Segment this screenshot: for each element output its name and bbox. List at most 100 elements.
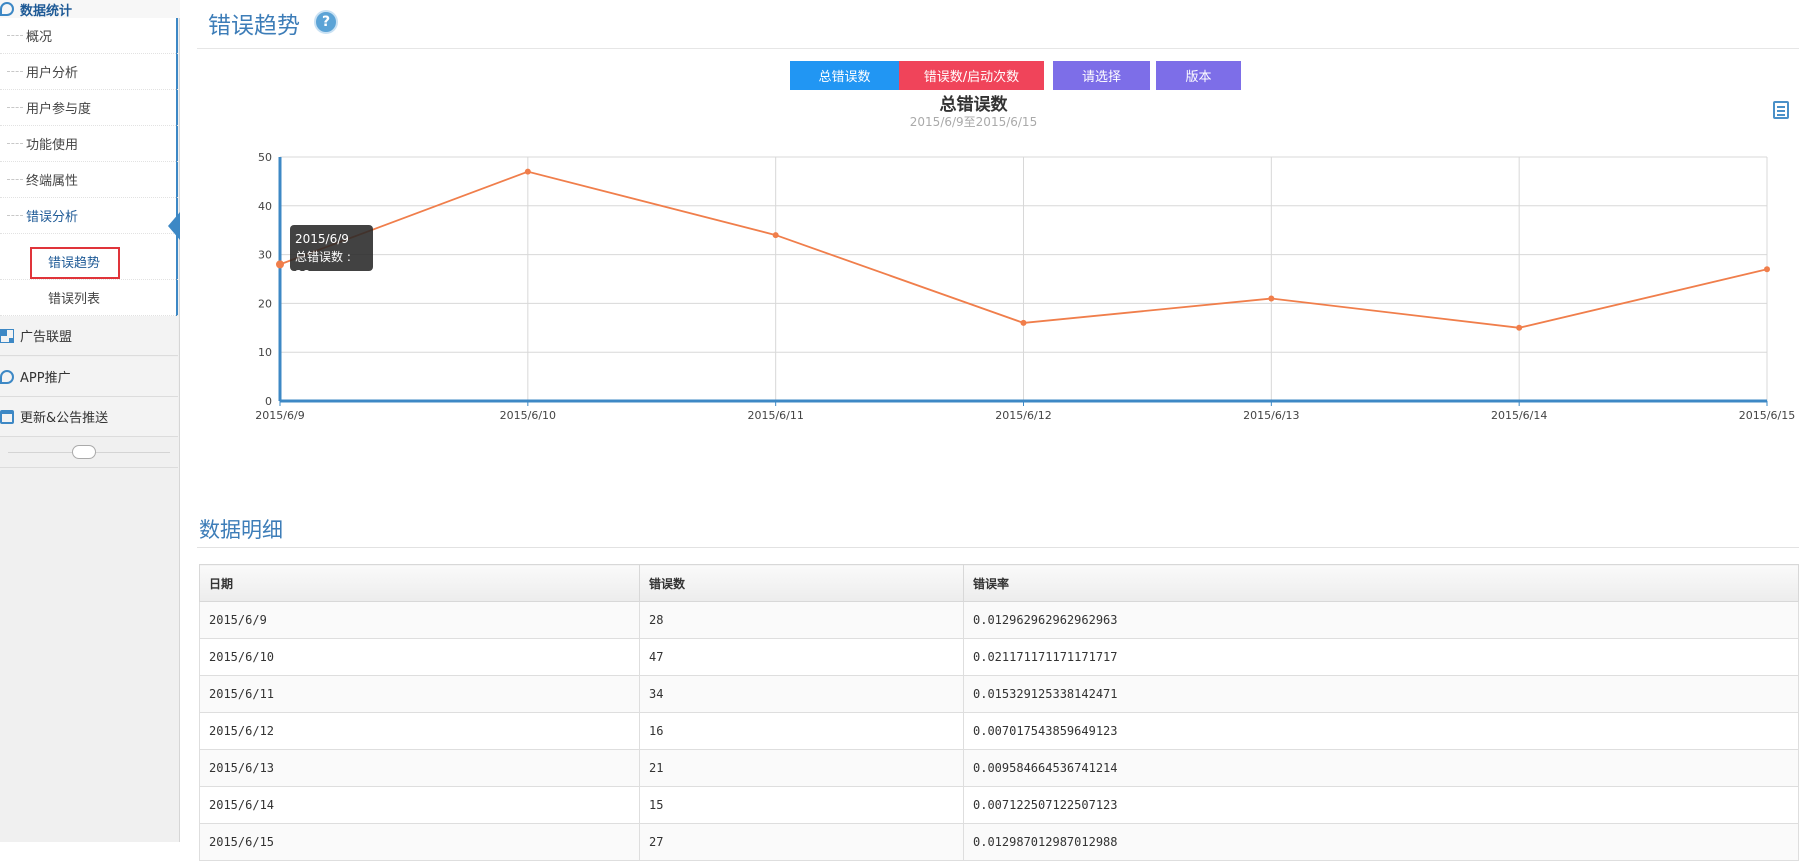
table-row: 2015/6/15 27 0.012987012987012988 — [199, 823, 1799, 861]
y-tick-label: 40 — [258, 200, 272, 213]
sidebar-item-user-analysis[interactable]: 用户分析 — [0, 54, 178, 90]
data-point — [1516, 324, 1523, 331]
data-point — [1020, 319, 1027, 326]
x-tick-label: 2015/6/9 — [255, 409, 304, 422]
cell-error-rate: 0.012987012987012988 — [963, 823, 1799, 861]
x-tick-label: 2015/6/10 — [500, 409, 556, 422]
chart-subtitle: 2015/6/9至2015/6/15 — [910, 115, 1037, 129]
tree-dash — [7, 35, 23, 36]
x-tick-label: 2015/6/15 — [1739, 409, 1795, 422]
divider — [197, 48, 1799, 49]
table-header-row: 日期 错误数 错误率 — [199, 564, 1799, 602]
active-indicator-arrow — [168, 212, 180, 240]
cell-errors: 15 — [639, 786, 964, 824]
sidebar-submenu: 概况 用户分析 用户参与度 功能使用 终端属性 错误分析 错误趋势 错误列表 — [0, 18, 178, 316]
sidebar: 数据统计 概况 用户分析 用户参与度 功能使用 终端属性 错误分析 错误趋势 — [0, 0, 180, 842]
sidebar-subitem-error-trend[interactable]: 错误趋势 — [0, 244, 178, 280]
cell-error-rate: 0.007122507122507123 — [963, 786, 1799, 824]
cell-error-rate: 0.015329125338142471 — [963, 675, 1799, 713]
x-tick-label: 2015/6/12 — [995, 409, 1051, 422]
data-point — [1268, 295, 1275, 302]
sidebar-group-app-promo[interactable]: APP推广 — [0, 357, 178, 397]
chart-title: 总错误数 — [940, 95, 1009, 115]
tooltip-date: 2015/6/9 — [295, 232, 349, 246]
data-point — [524, 168, 531, 175]
table-row: 2015/6/13 21 0.009584664536741214 — [199, 749, 1799, 787]
sidebar-item-label: 功能使用 — [26, 138, 79, 153]
sidebar-item-feature-usage[interactable]: 功能使用 — [0, 126, 178, 162]
help-icon[interactable]: ? — [314, 10, 338, 34]
details-section-title: 数据明细 — [199, 518, 283, 542]
sidebar-group-update-push[interactable]: 更新&公告推送 — [0, 397, 178, 437]
cell-error-rate: 0.021171171171171717 — [963, 638, 1799, 676]
selection-highlight-box — [30, 247, 120, 279]
sidebar-group-label: 广告联盟 — [20, 330, 73, 345]
bubble-icon — [0, 2, 14, 16]
cell-date: 2015/6/15 — [199, 823, 640, 861]
sidebar-subitem-label: 错误趋势 — [48, 256, 101, 271]
cell-date: 2015/6/13 — [199, 749, 640, 787]
tree-dash — [7, 71, 23, 72]
column-header-errors[interactable]: 错误数 — [639, 564, 964, 602]
sidebar-item-error-analysis[interactable]: 错误分析 — [0, 198, 178, 234]
x-tick-label: 2015/6/13 — [1243, 409, 1299, 422]
total-errors-button[interactable]: 总错误数 — [790, 61, 899, 90]
version-button[interactable]: 版本 — [1156, 61, 1241, 90]
sidebar-item-label: 用户分析 — [26, 66, 79, 81]
cell-date: 2015/6/10 — [199, 638, 640, 676]
tree-dash — [7, 215, 23, 216]
divider — [197, 547, 1799, 548]
calendar-icon — [0, 409, 14, 424]
error-trend-chart: 总错误数 2015/6/9至2015/6/15 0 10 20 30 40 50 2015/6/… — [197, 95, 1799, 475]
sidebar-subitem-error-list[interactable]: 错误列表 — [0, 280, 178, 316]
bubble-icon — [0, 369, 14, 384]
table-row: 2015/6/10 47 0.021171171171171717 — [199, 638, 1799, 676]
sidebar-item-engagement[interactable]: 用户参与度 — [0, 90, 178, 126]
data-point — [1764, 266, 1770, 273]
sidebar-collapse-toggle[interactable] — [0, 438, 178, 468]
y-tick-label: 0 — [265, 395, 272, 408]
tooltip-value: 总错误数 : 28 — [295, 250, 351, 282]
sidebar-item-overview[interactable]: 概况 — [0, 18, 178, 54]
select-dropdown-button[interactable]: 请选择 — [1053, 61, 1150, 90]
table-row: 2015/6/12 16 0.007017543859649123 — [199, 712, 1799, 750]
main-content: 错误趋势 ? 总错误数 错误数/启动次数 请选择 版本 总错误数 2015/6/9… — [197, 0, 1799, 861]
column-header-date[interactable]: 日期 — [199, 564, 640, 602]
x-tick-label: 2015/6/11 — [747, 409, 803, 422]
y-tick-label: 50 — [258, 151, 272, 164]
tree-dash — [7, 179, 23, 180]
sidebar-group-label: 更新&公告推送 — [20, 411, 109, 426]
sidebar-group-ad-alliance[interactable]: 广告联盟 — [0, 316, 178, 356]
toggle-knob[interactable] — [72, 445, 96, 459]
sidebar-item-label: 错误分析 — [26, 210, 79, 225]
errors-per-launch-button[interactable]: 错误数/启动次数 — [899, 61, 1044, 90]
details-table: 日期 错误数 错误率 2015/6/9 28 0.01296296296296296… — [199, 564, 1799, 861]
cell-date: 2015/6/11 — [199, 675, 640, 713]
column-header-error-rate[interactable]: 错误率 — [963, 564, 1799, 602]
cell-date: 2015/6/14 — [199, 786, 640, 824]
sidebar-item-label: 终端属性 — [26, 174, 79, 189]
sidebar-item-device-attrs[interactable]: 终端属性 — [0, 162, 178, 198]
cell-errors: 27 — [639, 823, 964, 861]
cell-date: 2015/6/9 — [199, 601, 640, 639]
table-row: 2015/6/11 34 0.015329125338142471 — [199, 675, 1799, 713]
cell-errors: 47 — [639, 638, 964, 676]
cell-errors: 34 — [639, 675, 964, 713]
cell-errors: 16 — [639, 712, 964, 750]
cell-error-rate: 0.012962962962962963 — [963, 601, 1799, 639]
sidebar-item-label: 概况 — [26, 30, 53, 45]
y-tick-label: 30 — [258, 249, 272, 262]
tree-dash — [7, 107, 23, 108]
table-row: 2015/6/14 15 0.007122507122507123 — [199, 786, 1799, 824]
sidebar-group-label: APP推广 — [20, 371, 71, 386]
grid-icon — [0, 328, 14, 343]
sidebar-subitem-label: 错误列表 — [48, 292, 101, 307]
chart-tooltip: 2015/6/9 总错误数 : 28 — [290, 225, 373, 282]
cell-errors: 28 — [639, 601, 964, 639]
document-icon[interactable] — [1773, 101, 1789, 119]
tree-dash — [7, 143, 23, 144]
page-title: 错误趋势 — [208, 13, 300, 39]
sidebar-group-data-stats[interactable]: 数据统计 — [0, 0, 180, 19]
cell-errors: 21 — [639, 749, 964, 787]
